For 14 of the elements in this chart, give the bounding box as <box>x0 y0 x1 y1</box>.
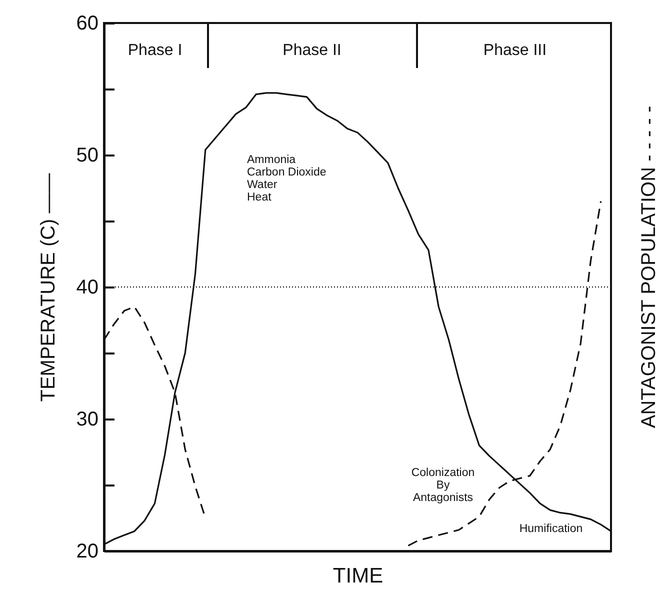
y-tick-label: 50 <box>76 144 98 166</box>
y-tick-label: 60 <box>76 12 98 34</box>
y-axis-title: TEMPERATURE (C) —— <box>37 173 60 402</box>
annotation: Phase II <box>282 42 342 59</box>
annotation: Humification <box>519 523 583 535</box>
y2-axis-title: ANTAGONIST POPULATION - - - - - <box>638 106 660 428</box>
annotation: Phase I <box>128 42 182 59</box>
y-tick-label: 20 <box>76 540 98 562</box>
annotation: Phase III <box>483 42 547 59</box>
annotation: Ammonia Carbon Dioxide Water Heat <box>247 154 326 204</box>
y-tick-label: 40 <box>76 276 98 298</box>
annotation: Colonization By Antagonists <box>411 467 475 504</box>
x-axis-title: TIME <box>332 564 384 588</box>
y-tick-label: 30 <box>76 408 98 430</box>
